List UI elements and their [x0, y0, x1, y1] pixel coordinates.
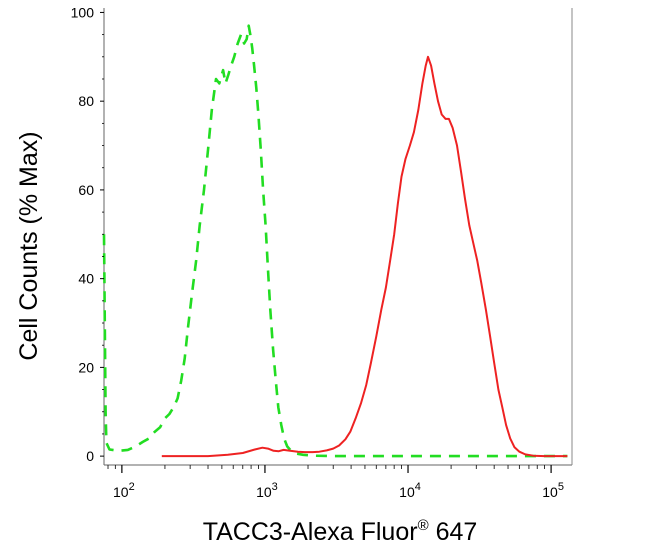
series-layer [102, 24, 568, 458]
y-tick-label-60: 60 [78, 182, 94, 198]
y-axis-title: Cell Counts (% Max) [15, 131, 43, 360]
x-tick-label-exponent: 3 [272, 481, 278, 493]
x-tick-label-3: 103 [256, 481, 278, 500]
y-axis: 0 20 40 60 80 100 [71, 4, 104, 464]
plot-frame [103, 8, 573, 466]
x-tick-label-4: 104 [399, 481, 421, 500]
x-tick-label-exponent: 5 [558, 481, 564, 493]
y-tick-label-20: 20 [78, 359, 94, 375]
y-tick-label-100: 100 [71, 4, 95, 20]
x-axis: 102 103 104 105 [107, 465, 564, 500]
x-axis-title-main: TACC3-Alexa Fluor [203, 518, 418, 546]
x-tick-label-2: 102 [113, 481, 135, 500]
x-axis-title-tail: 647 [429, 518, 478, 546]
x-tick-label-base: 10 [399, 484, 415, 500]
x-axis-title-registered-mark: ® [418, 517, 429, 534]
x-tick-label-5: 105 [542, 481, 564, 500]
sample-histogram-line [161, 55, 568, 458]
x-tick-label-base: 10 [542, 484, 558, 500]
x-tick-label-exponent: 4 [415, 481, 421, 493]
control-histogram-line [102, 24, 568, 458]
x-axis-title: TACC3-Alexa Fluor® 647 [203, 517, 478, 546]
y-tick-label-40: 40 [78, 271, 94, 287]
x-tick-label-exponent: 2 [129, 481, 135, 493]
y-tick-label-0: 0 [86, 448, 94, 464]
x-tick-label-base: 10 [256, 484, 272, 500]
x-tick-label-base: 10 [113, 484, 129, 500]
y-tick-label-80: 80 [78, 93, 94, 109]
